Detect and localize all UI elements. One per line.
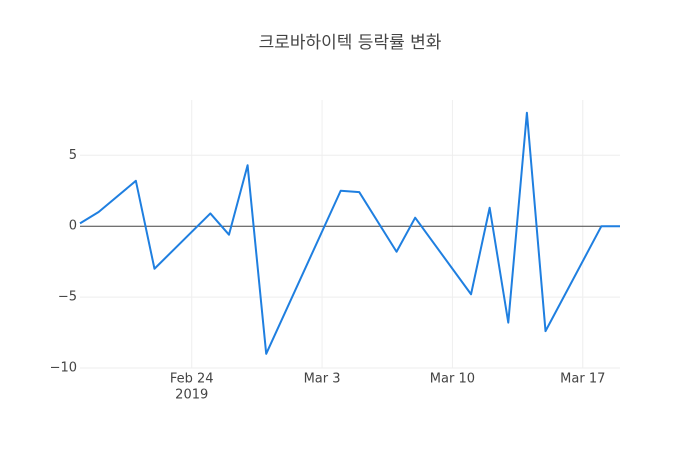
chart-title: 크로바하이텍 등락률 변화 bbox=[259, 33, 442, 53]
x-year-label: 2019 bbox=[175, 388, 208, 403]
x-tick-label: Mar 3 bbox=[304, 372, 341, 387]
x-tick-label: Mar 10 bbox=[430, 372, 475, 387]
x-tick-label: Feb 24 bbox=[170, 372, 214, 387]
y-tick-label: 0 bbox=[69, 219, 77, 234]
y-tick-label: −10 bbox=[50, 361, 77, 376]
y-tick-label: −5 bbox=[58, 290, 77, 305]
data-line bbox=[79, 111, 620, 355]
x-tick-label: Mar 17 bbox=[560, 372, 605, 387]
y-tick-label: 5 bbox=[69, 148, 77, 163]
